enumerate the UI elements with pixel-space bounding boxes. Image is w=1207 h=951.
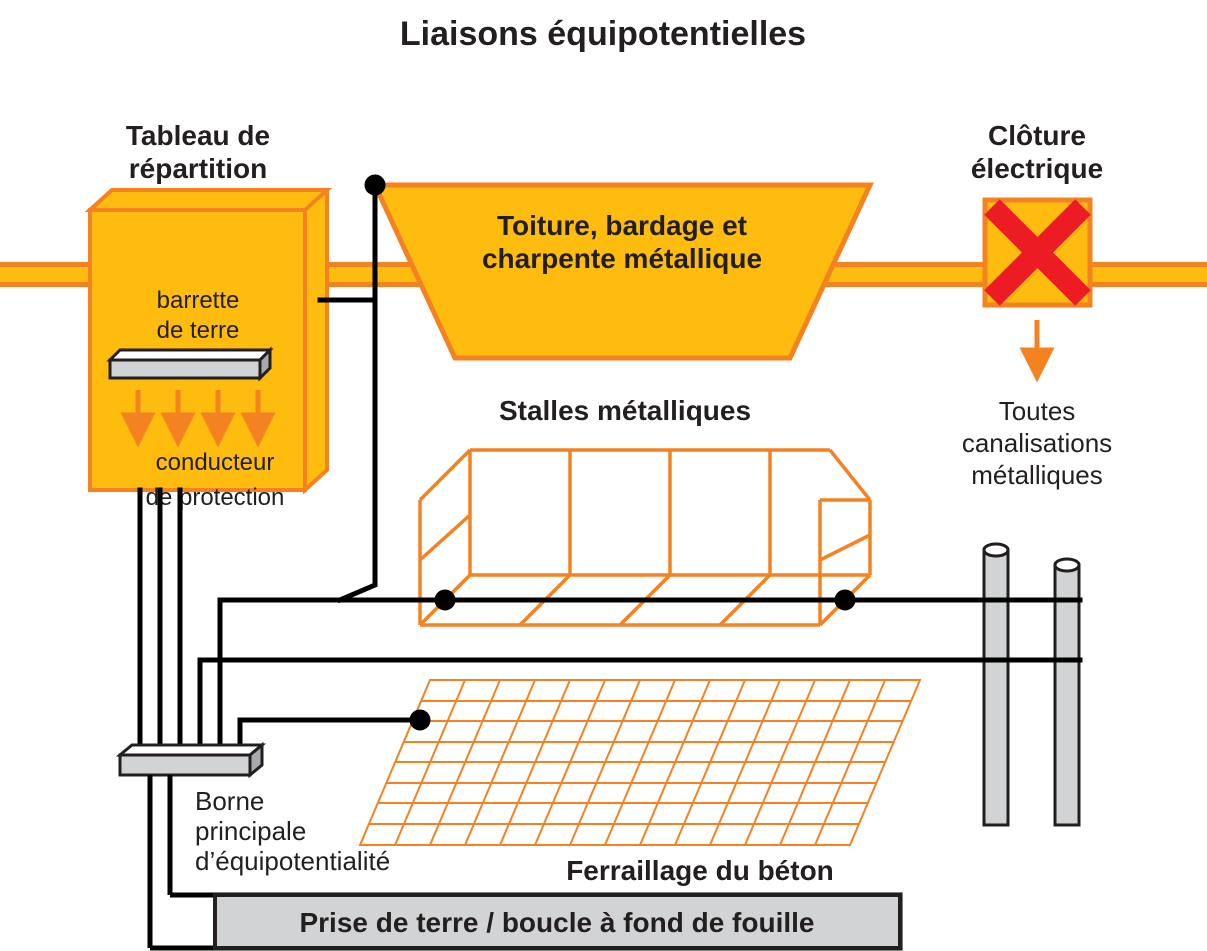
cloture-label-1: Clôture (988, 120, 1086, 151)
borne-label-3: d’équipotentialité (195, 846, 390, 876)
ferraillage-label: Ferraillage du béton (566, 855, 834, 886)
tableau-box: barrette de terre conducteur (90, 190, 327, 490)
conducteur-label-1: conducteur (156, 449, 275, 476)
barrette-label-1: barrette (157, 287, 240, 314)
toiture-label-1: Toiture, bardage et (497, 210, 747, 241)
barrette-bar (110, 350, 270, 378)
canal-label-3: métalliques (971, 460, 1103, 490)
tableau-label-1: Tableau de (126, 120, 270, 151)
borne-label-2: principale (195, 816, 306, 846)
borne-label-1: Borne (195, 786, 264, 816)
toiture-trapezoid: Toiture, bardage et charpente métallique (375, 185, 870, 358)
diagram-title: Liaisons équipotentielles (400, 15, 806, 53)
ground-box: Prise de terre / boucle à fond de fouill… (215, 895, 900, 948)
cloture-label-2: électrique (971, 153, 1103, 184)
pipes (984, 544, 1079, 825)
ferraillage-grid (360, 680, 920, 845)
toiture-label-2: charpente métallique (482, 243, 762, 274)
cloture-box (985, 200, 1090, 305)
canal-label-2: canalisations (962, 428, 1112, 458)
barrette-label-2: de terre (157, 317, 240, 344)
conducteur-label-2: de protection (146, 484, 285, 511)
tableau-label-2: répartition (129, 153, 267, 184)
prise-label: Prise de terre / boucle à fond de fouill… (299, 907, 814, 938)
canal-label-1: Toutes (999, 396, 1076, 426)
borne-bar (120, 745, 262, 775)
stalles-label: Stalles métalliques (499, 395, 751, 426)
